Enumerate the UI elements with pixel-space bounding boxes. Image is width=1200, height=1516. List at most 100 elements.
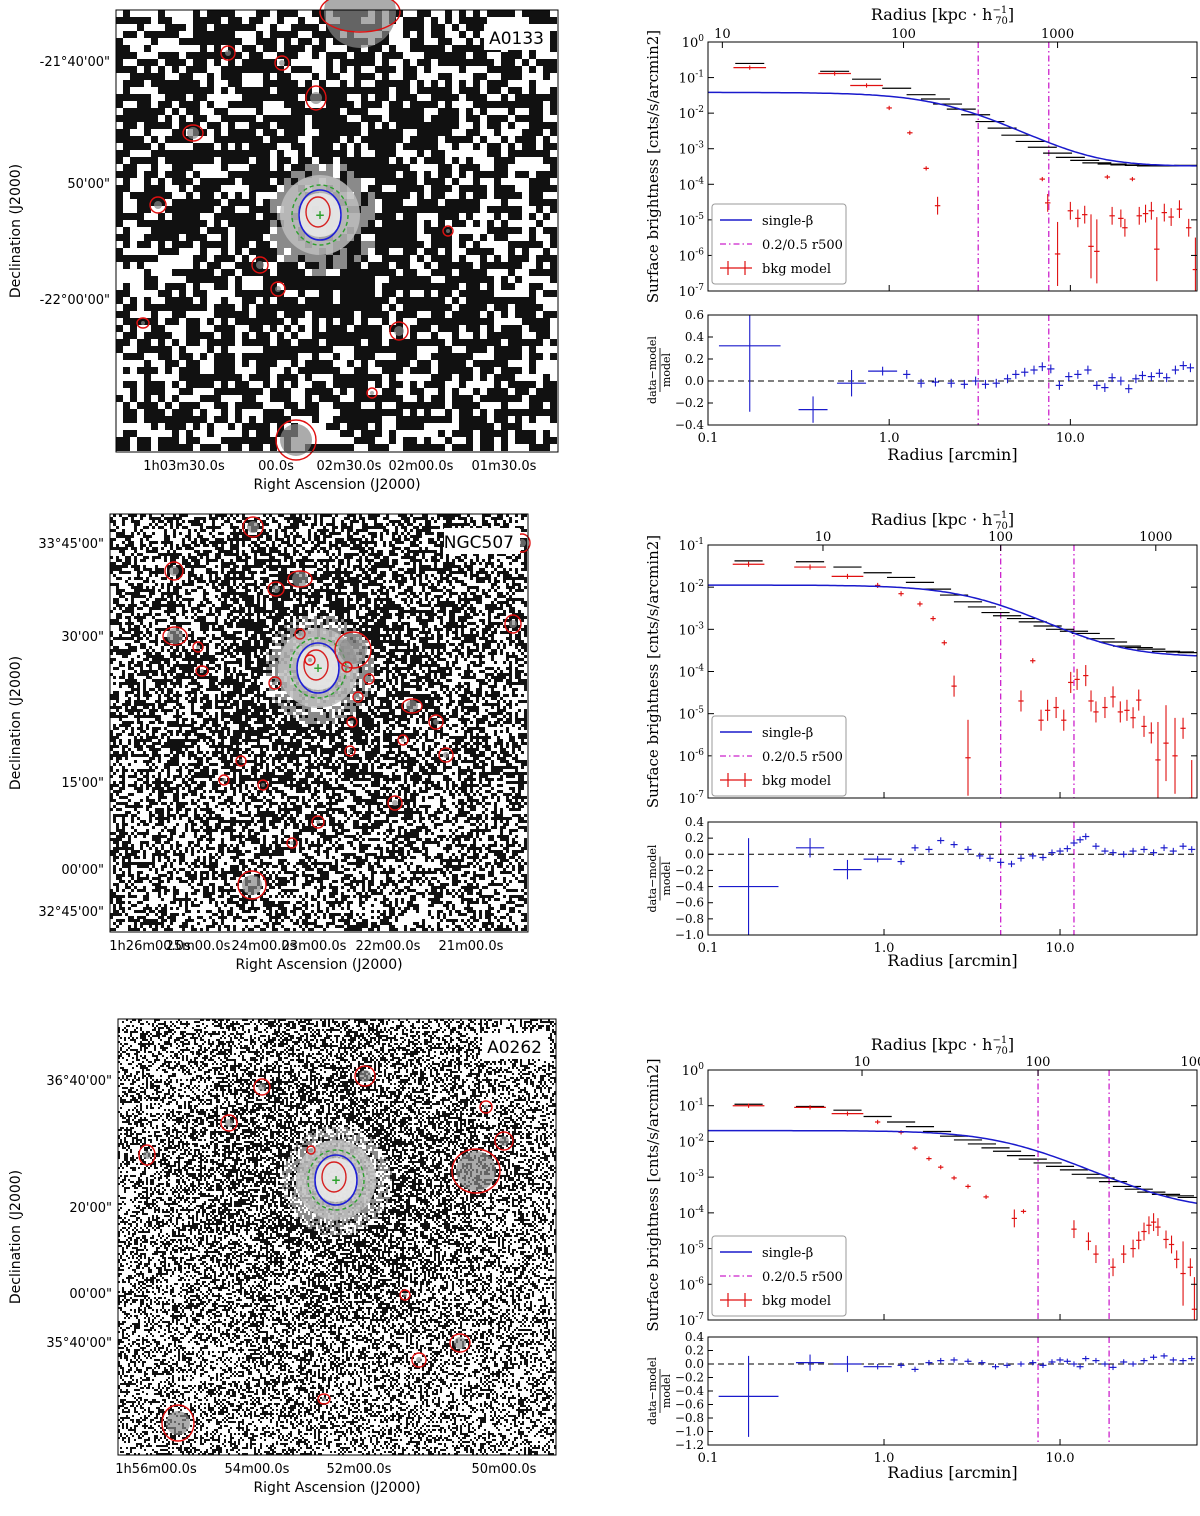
source-exclusion-region [138,1144,156,1166]
profile-panel-0: 10-7 10-6 10-5 10-4 10-3 10-2 10-1 100 10 100 1000… [644,5,1198,464]
source-exclusion-region [494,1131,514,1151]
residual-point [1070,1361,1078,1367]
kpc-axis-label: Radius [kpc · h−1 70] [871,1035,1014,1057]
dec-tick-label: -22°00'00" [40,293,110,308]
residual-point [1084,365,1092,375]
bkg-model-point [930,616,936,622]
residual-point [925,846,933,853]
kpc-axis-label: Radius [kpc · h−1 70] [871,510,1014,532]
point-source-blob [154,201,162,209]
source-exclusion-region [344,745,356,757]
source-exclusion-region [257,779,269,791]
residual-plot: −0.4 −0.2 0.0 0.2 0.4 0.6 0.1 1.0 10.0 data−model… [646,308,1198,464]
source-exclusion-region [220,1114,238,1132]
point-source-blob [280,424,312,456]
point-source-blob [166,1411,190,1435]
residual-point [981,379,990,389]
y-tick-label: 10-5 [679,706,705,723]
residual-point [1076,836,1084,843]
point-source-blob [247,521,259,533]
kpc-tick-label: 100 [1026,1055,1051,1070]
blue-contour [298,189,342,241]
residual-frame [707,1336,1198,1446]
plot-frame [707,1069,1198,1321]
ra-tick-label: 02m00.0s [389,459,454,474]
point-source-blob [443,752,449,758]
bkg-model-point [1155,721,1161,798]
resid-denominator: model [660,1373,673,1408]
bkg-model-point [875,1119,881,1125]
y-tick-label: 10-6 [679,1276,705,1293]
kpc-axis-label: Radius [kpc · h−1 70] [871,5,1014,27]
bkg-model-point [831,1111,864,1116]
residual-point [1108,373,1116,383]
bkg-model-point [1154,217,1160,282]
bkg-model-point [1102,696,1108,719]
bkg-model-point [1136,689,1142,711]
kpc-tick-label: 10 [714,27,731,42]
bkg-model-point [934,196,941,215]
x-tick-label: 1.0 [874,941,895,956]
point-source-blob [454,1337,466,1349]
residual-point [1076,1364,1084,1370]
source-exclusion-region [304,654,316,666]
residual-point [1017,855,1025,862]
residual-point [911,844,919,852]
source-exclusion-region [220,45,236,61]
point-source-blob [308,658,312,662]
source-exclusion-region [363,673,375,685]
residual-point [1188,1355,1196,1362]
resid-axis-label: data−model model [646,844,673,912]
residual-point [1082,1355,1090,1362]
source-exclusion-region [237,870,267,900]
residual-point [947,378,955,388]
resid-y-tick-label: −1.0 [675,928,704,942]
bkg-model-point [732,561,765,567]
source-exclusion-region [253,1078,271,1096]
residual-point [798,396,828,423]
residual-point [1021,367,1029,377]
residual-point [868,366,898,376]
resid-y-tick-label: −0.6 [675,1398,704,1412]
source-exclusion-region [161,1404,195,1442]
ra-tick-label: 54m00.0s [225,1462,290,1477]
point-source-blob [143,1151,151,1159]
ra-axis-label: Right Ascension (J2000) [253,1480,420,1496]
single-beta-model-curve [708,584,1197,657]
y-tick-label: 10-2 [679,105,704,122]
surface-brightness-plot: 10-7 10-6 10-5 10-4 10-3 10-2 10-1 100 10 100 1000… [644,1035,1200,1332]
green-dashed-contour [307,1149,365,1211]
x-tick-label: 1.0 [879,431,900,446]
bkg-model-point [1141,1222,1147,1241]
ra-axis-label: Right Ascension (J2000) [235,957,402,973]
residual-point [1179,1357,1187,1364]
resid-numerator: data−model [646,1357,659,1425]
residual-point [1065,372,1073,381]
bkg-model-point [941,640,947,646]
bkg-model-point [912,1145,918,1151]
bkg-model-point [1163,705,1169,782]
excluded-point-sources [138,1065,514,1442]
source-exclusion-region [192,641,204,653]
bkg-model-point [1150,1213,1157,1232]
legend: single-β 0.2/0.5 r500 bkg model [711,1235,847,1317]
bkg-model-point [1161,203,1168,222]
point-source-blob [484,1105,488,1109]
bkg-model-point [1075,209,1081,228]
point-source-blob [222,778,226,782]
image-frame [117,1018,557,1456]
resid-y-tick-label: 0.6 [685,308,704,322]
resid-denominator: model [660,352,673,387]
x-tick-label: 10.0 [1046,1451,1075,1466]
point-source-blob [456,1151,496,1191]
source-exclusion-region [182,124,204,142]
cluster-name: A0262 [487,1038,542,1058]
residual-point [1179,842,1187,850]
profile-panel-1: 10-7 10-6 10-5 10-4 10-3 10-2 10-1 10 100 1000 Rad… [644,510,1198,970]
bkg-model-point [965,1184,971,1189]
x-tick-label: 10.0 [1046,941,1075,956]
residual-point [1055,381,1064,390]
point-source-blob [273,681,277,685]
dec-axis-label: Declination (J2000) [8,164,24,298]
resid-y-tick-label: −0.6 [675,896,704,910]
